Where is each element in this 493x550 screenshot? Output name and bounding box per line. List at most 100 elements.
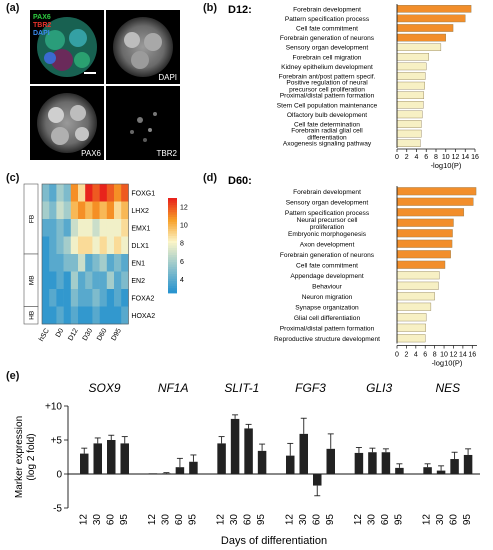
x-tick-label: 0	[395, 352, 399, 359]
panel-b: (b) D12: Forebrain development Pattern spe…	[200, 0, 493, 170]
scale-bar	[84, 72, 96, 74]
colorbar-segment	[168, 283, 177, 287]
heatmap-cell	[70, 184, 79, 202]
bar	[120, 443, 129, 474]
x-tick-label: 12	[78, 514, 89, 526]
heatmap-cell	[99, 271, 108, 290]
heatmap-cell	[63, 184, 72, 202]
x-tick-label: 12	[216, 514, 227, 526]
colorbar-segment	[168, 259, 177, 263]
x-tick-label: 16	[471, 154, 479, 161]
y-tick-label: +10	[45, 402, 62, 413]
row-label: FOXG1	[131, 190, 155, 197]
x-tick-label: 12	[452, 154, 460, 161]
column-label: D30	[82, 327, 95, 342]
heatmap-cell	[92, 236, 100, 255]
category-label: Forebrain radial glial cell	[291, 128, 363, 135]
x-tick-label: 30	[229, 514, 240, 526]
bar	[326, 448, 335, 474]
x-tick-label: 30	[435, 514, 446, 526]
colorbar-segment	[168, 231, 177, 235]
category-label: Cell fate commitment	[296, 26, 358, 33]
x-tick-label: 14	[459, 352, 467, 359]
heatmap-cell	[114, 236, 122, 255]
panel-e-label: (e)	[6, 370, 20, 382]
heatmap-cell	[92, 306, 100, 325]
category-label: Reproductive structure development	[274, 336, 380, 343]
bar	[396, 120, 422, 128]
colorbar-segment	[168, 207, 177, 211]
heatmap-cell	[114, 271, 122, 290]
colorbar-segment	[168, 269, 177, 273]
gene-title: SLIT-1	[224, 381, 259, 395]
column-label: D60	[96, 327, 109, 342]
bar	[299, 433, 308, 474]
heatmap-cell	[85, 201, 93, 220]
colorbar-segment	[168, 226, 177, 230]
heatmap-cell	[63, 219, 72, 237]
panel-e: (e) -5 0 +5 +10 Marker expression (log 2 fold…	[0, 370, 493, 550]
bar	[396, 334, 426, 343]
heatmap-cell	[121, 254, 129, 272]
heatmap-cell	[121, 236, 129, 255]
colorbar-segment	[168, 247, 177, 251]
heatmap-cell	[70, 289, 79, 307]
heatmap-cell	[56, 306, 64, 325]
row-label: EMX1	[131, 225, 150, 232]
heatmap-cell	[114, 306, 122, 325]
colorbar-segment	[168, 264, 177, 268]
heatmap-cell	[42, 184, 50, 202]
heatmap-cell	[70, 271, 79, 290]
heatmap-cell	[56, 201, 64, 220]
category-label: Sensory organ development	[286, 45, 369, 52]
colorbar-tick-label: 8	[180, 241, 184, 248]
heatmap-cell	[106, 184, 115, 202]
heatmap-cell	[56, 236, 64, 255]
row-label: DLX1	[131, 243, 149, 250]
colorbar-segment	[168, 219, 177, 223]
heatmap-cell	[78, 236, 86, 255]
colorbar-segment	[168, 243, 177, 246]
x-tick-label: 30	[298, 514, 309, 526]
bar	[396, 72, 426, 80]
bar	[396, 33, 446, 42]
bar	[396, 100, 424, 109]
row-label: EN1	[131, 260, 145, 267]
heatmap-cell	[42, 254, 50, 272]
pax6-label: PAX6	[81, 149, 101, 158]
colorbar-segment	[168, 257, 177, 261]
colorbar-segment	[168, 224, 177, 227]
x-tick-label: 8	[434, 154, 438, 161]
bar	[396, 43, 442, 51]
heatmap-cell	[114, 184, 122, 202]
x-tick-label: 30	[366, 514, 377, 526]
colorbar-tick-label: 12	[180, 205, 188, 212]
column-label: D0	[55, 327, 66, 338]
row-label: FOXA2	[131, 295, 154, 302]
bar	[396, 53, 429, 61]
heatmap-cell	[49, 306, 57, 325]
bar	[80, 453, 89, 474]
colorbar-segment	[168, 288, 177, 292]
column-label: D12	[67, 327, 80, 342]
heatmap-cell	[63, 289, 72, 307]
colorbar-segment	[168, 202, 177, 206]
y-tick-label: -5	[53, 504, 62, 515]
colorbar-segment	[168, 278, 177, 282]
x-tick-label: 95	[462, 514, 473, 526]
bar	[450, 459, 459, 474]
x-tick-label: 2	[405, 154, 409, 161]
heatmap-cell	[92, 289, 100, 307]
heatmap-cell	[56, 184, 64, 202]
bar	[396, 91, 425, 99]
category-label: Proximal/distal pattern formation	[280, 93, 375, 100]
colorbar-segment	[168, 209, 177, 213]
colorbar-segment	[168, 198, 177, 201]
gene-title: NES	[435, 381, 460, 395]
bar	[396, 197, 474, 206]
bar	[396, 4, 472, 13]
x-tick-label: 95	[187, 514, 198, 526]
colorbar-segment	[168, 245, 177, 249]
x-tick-label: 60	[311, 514, 322, 526]
heatmap-cell	[78, 201, 86, 220]
